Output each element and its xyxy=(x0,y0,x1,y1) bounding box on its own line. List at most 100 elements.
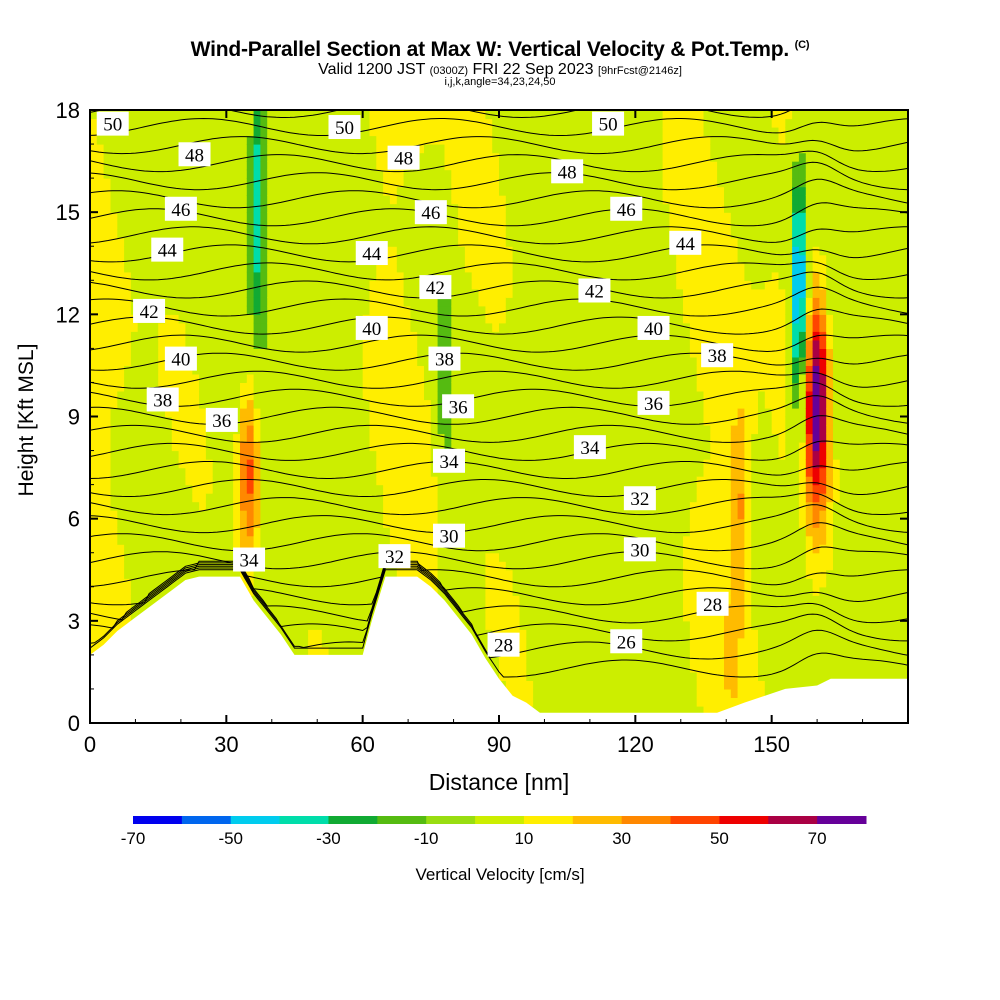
velocity-cell xyxy=(199,280,207,290)
velocity-cell xyxy=(464,254,473,264)
velocity-cell xyxy=(458,271,466,281)
velocity-cell xyxy=(362,203,371,213)
velocity-cell xyxy=(328,561,336,571)
velocity-cell xyxy=(499,237,507,247)
velocity-cell xyxy=(205,459,214,469)
velocity-cell xyxy=(533,263,541,273)
velocity-cell xyxy=(137,510,146,520)
velocity-cell xyxy=(110,135,118,145)
velocity-cell xyxy=(519,356,527,366)
velocity-cell xyxy=(199,569,207,579)
velocity-cell xyxy=(321,348,330,358)
velocity-cell xyxy=(246,297,255,307)
velocity-cell xyxy=(124,331,132,341)
velocity-cell xyxy=(253,135,261,145)
velocity-cell xyxy=(294,280,302,290)
velocity-cell xyxy=(355,586,364,596)
velocity-cell xyxy=(90,203,98,213)
velocity-cell xyxy=(96,416,105,426)
velocity-cell xyxy=(512,459,520,469)
velocity-cell xyxy=(512,484,520,494)
velocity-cell xyxy=(383,135,391,145)
velocity-cell xyxy=(110,595,118,605)
velocity-cell xyxy=(124,365,132,375)
velocity-cell xyxy=(158,484,166,494)
velocity-cell xyxy=(199,450,207,460)
velocity-cell xyxy=(512,297,520,307)
velocity-cell xyxy=(124,169,132,179)
velocity-cell xyxy=(444,314,452,324)
velocity-cell xyxy=(158,203,166,213)
velocity-cell xyxy=(485,331,493,341)
velocity-cell xyxy=(96,356,105,366)
velocity-cell xyxy=(553,637,561,647)
velocity-cell xyxy=(96,637,105,647)
velocity-cell xyxy=(499,459,507,469)
velocity-cell xyxy=(110,246,118,256)
velocity-cell xyxy=(185,552,193,562)
velocity-cell xyxy=(199,322,207,332)
velocity-cell xyxy=(437,118,445,128)
velocity-cell xyxy=(171,305,180,315)
velocity-cell xyxy=(539,161,548,171)
velocity-cell xyxy=(253,152,261,162)
velocity-cell xyxy=(396,527,405,537)
velocity-cell xyxy=(103,416,111,426)
velocity-cell xyxy=(117,518,125,528)
velocity-cell xyxy=(464,595,473,605)
velocity-cell xyxy=(512,680,520,690)
velocity-cell xyxy=(253,373,261,383)
velocity-cell xyxy=(526,339,534,349)
velocity-cell xyxy=(533,459,541,469)
velocity-cell xyxy=(499,348,507,358)
velocity-cell xyxy=(185,169,193,179)
velocity-cell xyxy=(424,322,432,332)
velocity-cell xyxy=(294,297,302,307)
velocity-cell xyxy=(246,459,255,469)
velocity-cell xyxy=(246,135,255,145)
velocity-cell xyxy=(430,501,439,511)
velocity-cell xyxy=(308,527,316,537)
velocity-cell xyxy=(192,220,200,230)
velocity-cell xyxy=(471,484,480,494)
velocity-cell xyxy=(103,178,111,188)
velocity-cell xyxy=(260,339,268,349)
velocity-cell xyxy=(151,203,159,213)
velocity-cell xyxy=(362,127,371,137)
velocity-cell xyxy=(151,110,159,120)
velocity-cell xyxy=(464,348,473,358)
velocity-cell xyxy=(219,510,227,520)
velocity-cell xyxy=(553,271,561,281)
velocity-cell xyxy=(410,408,418,418)
velocity-cell xyxy=(226,331,234,341)
velocity-cell xyxy=(464,425,473,435)
velocity-cell xyxy=(424,450,432,460)
velocity-cell xyxy=(403,450,411,460)
velocity-cell xyxy=(103,459,111,469)
velocity-cell xyxy=(185,110,193,120)
velocity-cell xyxy=(349,237,357,247)
velocity-cell xyxy=(144,373,152,383)
velocity-cell xyxy=(315,646,323,656)
velocity-cell xyxy=(519,484,527,494)
velocity-cell xyxy=(349,620,357,630)
velocity-cell xyxy=(424,391,432,401)
velocity-cell xyxy=(383,510,391,520)
velocity-cell xyxy=(110,169,118,179)
velocity-cell xyxy=(308,195,316,205)
velocity-cell xyxy=(471,399,480,409)
velocity-cell xyxy=(171,578,180,588)
velocity-cell xyxy=(315,467,323,477)
velocity-cell xyxy=(90,288,98,298)
velocity-cell xyxy=(430,297,439,307)
velocity-cell xyxy=(308,459,316,469)
velocity-cell xyxy=(192,544,200,554)
velocity-cell xyxy=(342,288,350,298)
velocity-cell xyxy=(178,178,186,188)
velocity-cell xyxy=(199,535,207,545)
velocity-cell xyxy=(130,110,139,120)
velocity-cell xyxy=(492,118,500,128)
velocity-cell xyxy=(539,382,548,392)
velocity-cell xyxy=(246,442,255,452)
velocity-cell xyxy=(505,246,514,256)
